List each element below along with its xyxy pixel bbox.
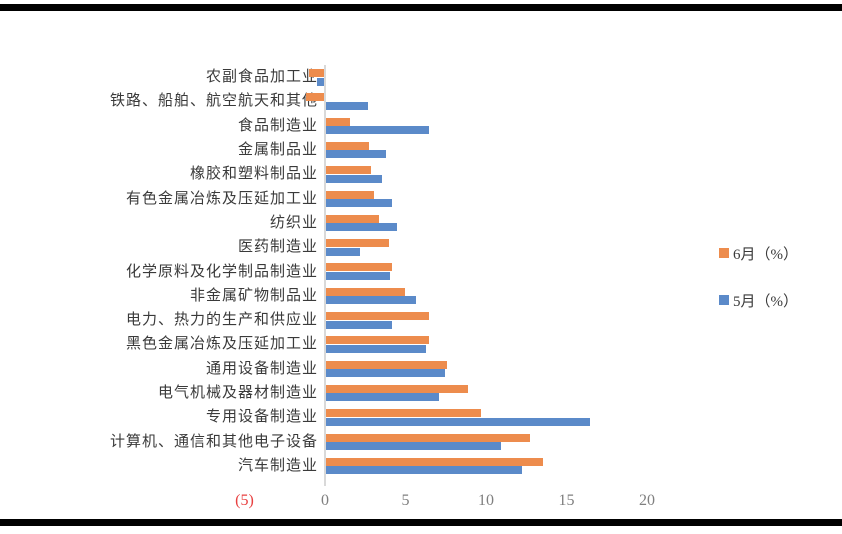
june-bar-3	[326, 141, 370, 150]
may-bar-10	[326, 320, 392, 329]
legend: 6月（%） 5月（%）	[719, 243, 798, 337]
may-bar-2	[326, 126, 430, 135]
category-label-15: 计算机、通信和其他电子设备	[109, 433, 318, 450]
category-label-8: 化学原料及化学制品制造业	[125, 263, 318, 280]
may-bar-11	[326, 344, 426, 353]
top-rule	[0, 4, 842, 11]
june-bar-7	[326, 239, 389, 248]
x-tick-label-2: 5	[401, 492, 410, 509]
x-tick-label-4: 15	[558, 492, 575, 509]
category-label-7: 医药制造业	[237, 239, 318, 256]
legend-entry-june: 6月（%）	[719, 243, 798, 263]
may-bar-1	[326, 101, 368, 110]
category-label-16: 汽车制造业	[237, 457, 318, 474]
june-bar-12	[326, 360, 447, 369]
may-bar-9	[326, 296, 417, 305]
june-bar-14	[326, 409, 481, 418]
may-bar-3	[326, 150, 386, 159]
x-tick-label-3: 10	[478, 492, 494, 509]
x-tick-label-0: (5)	[235, 492, 254, 509]
june-bar-8	[326, 263, 392, 272]
category-label-2: 食品制造业	[237, 117, 318, 134]
may-bar-4	[326, 174, 383, 183]
legend-label-june: 6月（%）	[733, 246, 798, 263]
may-bar-15	[326, 442, 502, 450]
june-bar-16	[326, 457, 544, 466]
may-bar-6	[326, 223, 397, 232]
june-bar-10	[326, 312, 430, 320]
may-bar-16	[326, 466, 523, 475]
legend-entry-may: 5月（%）	[719, 290, 798, 310]
june-bar-1	[305, 93, 325, 102]
category-label-14: 专用设备制造业	[205, 409, 318, 426]
x-tick-label-5: 20	[639, 492, 655, 509]
june-bar-4	[326, 166, 372, 175]
category-label-12: 通用设备制造业	[205, 360, 318, 377]
category-label-0: 农副食品加工业	[205, 69, 318, 86]
june-bar-13	[326, 384, 468, 393]
category-label-1: 铁路、船舶、航空航天和其他	[109, 93, 318, 110]
category-label-10: 电力、热力的生产和供应业	[125, 312, 318, 329]
category-label-5: 有色金属冶炼及压延加工业	[125, 190, 318, 207]
legend-swatch-may-icon	[719, 295, 729, 305]
category-label-9: 非金属矿物制品业	[189, 287, 318, 304]
x-tick-label-1: 0	[321, 492, 329, 509]
june-bar-6	[326, 214, 380, 223]
legend-label-may: 5月（%）	[733, 293, 798, 310]
category-label-4: 橡胶和塑料制品业	[189, 166, 318, 183]
june-bar-2	[326, 117, 351, 126]
june-bar-15	[326, 433, 531, 442]
category-label-3: 金属制品业	[237, 142, 318, 159]
june-bar-0	[308, 69, 325, 77]
may-bar-12	[326, 369, 446, 378]
may-bar-8	[326, 271, 391, 280]
may-bar-7	[326, 247, 360, 256]
value-axis-line	[324, 65, 326, 486]
may-bar-0	[316, 77, 325, 86]
may-bar-5	[326, 199, 392, 207]
bottom-rule	[0, 519, 842, 526]
legend-swatch-june-icon	[719, 248, 729, 258]
category-label-13: 电气机械及器材制造业	[157, 385, 318, 402]
may-bar-13	[326, 393, 439, 402]
june-bar-5	[326, 190, 375, 199]
category-label-6: 纺织业	[269, 214, 318, 231]
category-label-11: 黑色金属冶炼及压延加工业	[125, 336, 318, 353]
may-bar-14	[326, 417, 591, 426]
june-bar-11	[326, 336, 430, 345]
june-bar-9	[326, 287, 405, 296]
